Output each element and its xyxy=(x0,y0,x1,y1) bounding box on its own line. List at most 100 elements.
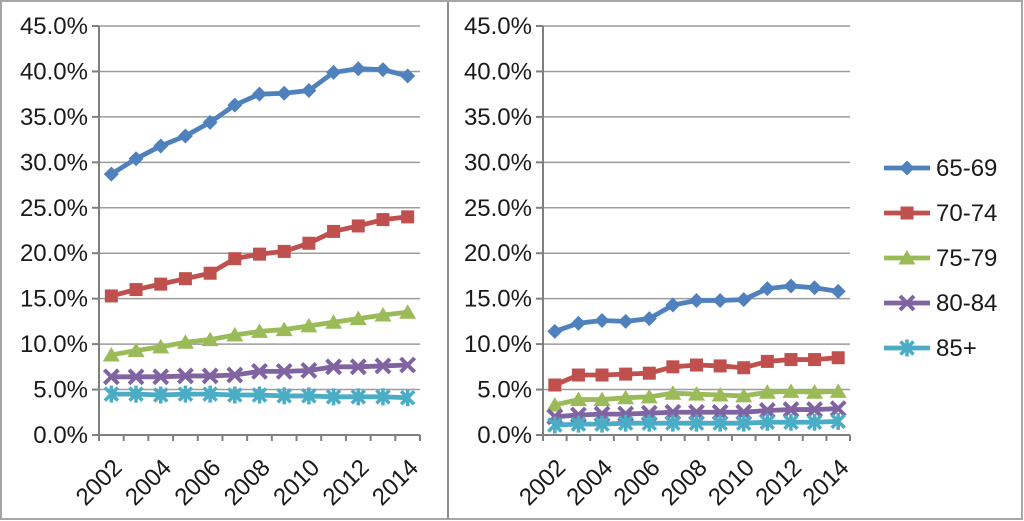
y-axis-label: 5.0% xyxy=(33,377,88,404)
asterisk-marker-icon xyxy=(350,388,367,406)
triangle-marker-icon xyxy=(399,304,417,319)
y-axis-label: 35.0% xyxy=(464,104,532,131)
diamond-marker-icon xyxy=(594,312,610,328)
legend-item-85+: 85+ xyxy=(884,335,977,362)
diamond-marker-icon xyxy=(807,280,823,296)
x-axis-label: 2008 xyxy=(219,454,276,511)
asterisk-marker-icon xyxy=(399,389,416,407)
legend-item-80-84: 80-84 xyxy=(884,290,997,317)
x-marker-icon xyxy=(275,362,293,380)
x-axis-label: 2002 xyxy=(514,454,571,511)
triangle-marker-icon xyxy=(275,321,293,337)
x-axis-label: 2004 xyxy=(120,454,177,511)
asterisk-marker-icon xyxy=(617,414,634,432)
diamond-marker-icon xyxy=(899,160,915,176)
y-axis-label: 0.0% xyxy=(33,422,88,449)
square-marker-icon xyxy=(666,360,680,374)
square-marker-icon xyxy=(376,213,390,227)
x-marker-icon xyxy=(399,356,417,374)
x-axis-label: 2010 xyxy=(268,454,325,511)
square-marker-icon xyxy=(595,368,609,382)
y-axis-label: 40.0% xyxy=(20,58,88,85)
square-marker-icon xyxy=(737,361,751,375)
square-marker-icon xyxy=(900,206,914,220)
legend-label: 85+ xyxy=(936,335,977,362)
square-marker-icon xyxy=(302,236,316,250)
y-axis-label: 15.0% xyxy=(464,286,532,313)
triangle-marker-icon xyxy=(546,397,564,412)
asterisk-marker-icon xyxy=(375,388,391,406)
y-axis-label: 0.0% xyxy=(477,422,532,449)
square-marker-icon xyxy=(642,366,656,380)
x-marker-icon xyxy=(374,357,392,375)
x-marker-icon xyxy=(226,366,244,384)
legend-label: 80-84 xyxy=(936,290,997,317)
series-85+ xyxy=(103,385,416,407)
asterisk-marker-icon xyxy=(103,385,120,403)
x-axis-label: 2006 xyxy=(170,454,227,511)
y-axis-label: 30.0% xyxy=(20,149,88,176)
x-marker-icon xyxy=(102,368,120,386)
square-marker-icon xyxy=(713,359,727,373)
x-marker-icon xyxy=(782,401,800,418)
asterisk-marker-icon xyxy=(177,385,194,403)
x-marker-icon xyxy=(152,368,170,386)
x-marker-icon xyxy=(300,362,318,379)
asterisk-marker-icon xyxy=(712,414,728,432)
diamond-marker-icon xyxy=(202,114,218,130)
legend-item-70-74: 70-74 xyxy=(884,200,997,227)
y-axis-label: 5.0% xyxy=(477,377,532,404)
square-marker-icon xyxy=(228,252,242,266)
square-marker-icon xyxy=(808,353,822,367)
y-axis-label: 25.0% xyxy=(20,195,88,222)
triangle-marker-icon xyxy=(664,385,682,400)
y-axis-label: 15.0% xyxy=(20,286,88,313)
diamond-marker-icon xyxy=(736,292,752,308)
chart-panel-left: 45.0% 40.0% 35.0% 30.0% 25.0% 20.0% 15.0% 10.0%… xyxy=(20,13,424,511)
triangle-marker-icon xyxy=(127,342,145,357)
x-marker-icon xyxy=(201,367,219,385)
square-marker-icon xyxy=(760,354,774,368)
asterisk-marker-icon xyxy=(128,385,144,403)
diamond-marker-icon xyxy=(830,283,846,299)
legend-item-75-79: 75-79 xyxy=(884,245,997,272)
diamond-marker-icon xyxy=(128,151,144,167)
diamond-marker-icon xyxy=(759,281,775,297)
triangle-marker-icon xyxy=(735,387,753,403)
asterisk-marker-icon xyxy=(759,413,776,431)
triangle-marker-icon xyxy=(325,314,343,329)
series-70-74 xyxy=(104,210,415,303)
square-marker-icon xyxy=(619,367,633,381)
square-marker-icon xyxy=(203,266,217,280)
diamond-marker-icon xyxy=(375,62,391,78)
triangle-marker-icon xyxy=(102,347,120,362)
series-line xyxy=(554,283,839,334)
diamond-marker-icon xyxy=(153,138,169,154)
asterisk-marker-icon xyxy=(899,339,915,357)
legend-label: 65-69 xyxy=(936,155,997,182)
asterisk-marker-icon xyxy=(665,414,681,432)
x-marker-icon xyxy=(829,400,847,418)
asterisk-marker-icon xyxy=(641,414,658,432)
triangle-marker-icon xyxy=(688,386,705,401)
y-axis-label: 10.0% xyxy=(20,331,88,358)
x-axis-label: 2010 xyxy=(703,454,760,511)
triangle-marker-icon xyxy=(758,384,776,399)
square-marker-icon xyxy=(571,368,585,382)
y-axis-label: 45.0% xyxy=(20,13,88,40)
x-marker-icon xyxy=(127,368,145,386)
diamond-marker-icon xyxy=(227,97,243,113)
x-marker-icon xyxy=(806,401,823,418)
asterisk-marker-icon xyxy=(594,415,610,433)
y-axis-label: 40.0% xyxy=(464,58,532,85)
diamond-marker-icon xyxy=(350,61,366,77)
triangle-marker-icon xyxy=(251,323,268,338)
x-marker-icon xyxy=(349,358,367,376)
asterisk-marker-icon xyxy=(735,414,752,432)
triangle-marker-icon xyxy=(782,383,800,398)
x-marker-icon xyxy=(898,294,916,312)
y-axis-label: 35.0% xyxy=(20,104,88,131)
diamond-marker-icon xyxy=(665,297,681,313)
